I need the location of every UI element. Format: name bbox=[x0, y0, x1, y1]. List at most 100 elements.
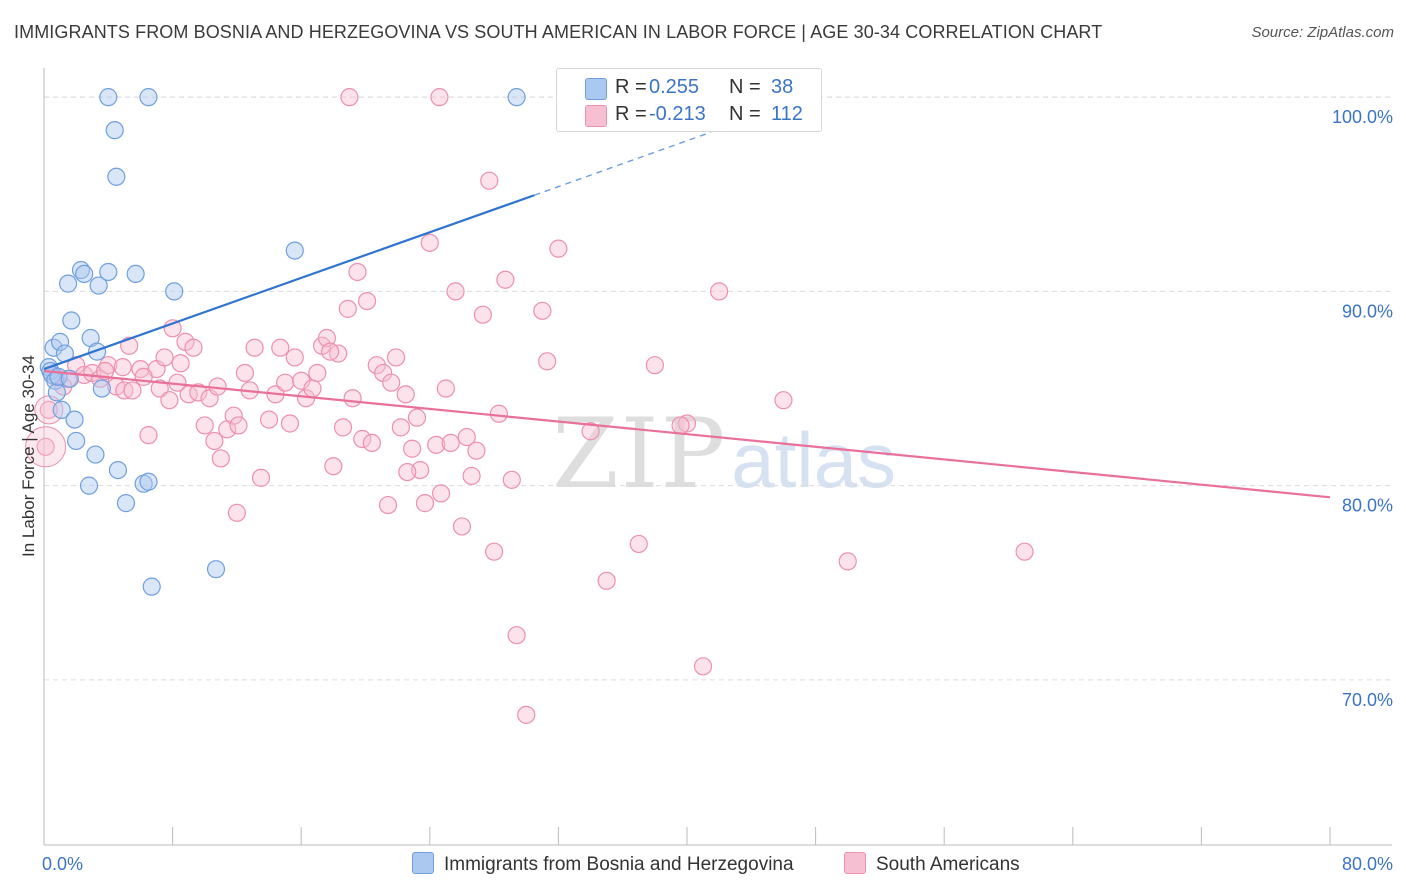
bosnia-point bbox=[165, 282, 184, 301]
bosnia-point bbox=[142, 577, 161, 596]
south-american-point bbox=[245, 338, 264, 357]
bosnia-point bbox=[87, 342, 107, 361]
south-american-point bbox=[427, 435, 446, 454]
south-american-point bbox=[597, 571, 616, 590]
south-american-point bbox=[308, 363, 327, 383]
bosnia-point bbox=[206, 560, 226, 579]
south-american-point bbox=[39, 400, 58, 419]
bosnia-point bbox=[65, 410, 84, 429]
bosnia-point bbox=[89, 276, 108, 295]
south-american-point bbox=[441, 433, 460, 453]
bosnia-point bbox=[52, 400, 71, 419]
south-american-point bbox=[485, 542, 504, 561]
legend-n-value: 112 bbox=[771, 103, 803, 125]
south-american-point bbox=[533, 301, 552, 320]
south-american-point bbox=[343, 389, 362, 408]
x-tick-label: 80.0% bbox=[1342, 854, 1393, 874]
south-american-point bbox=[386, 348, 406, 367]
south-american-point bbox=[303, 379, 322, 398]
legend-r-label: R = bbox=[615, 103, 647, 125]
bosnia-point bbox=[126, 264, 145, 284]
south-american-point bbox=[205, 431, 224, 451]
south-american-point bbox=[171, 354, 190, 373]
south-american-point bbox=[507, 626, 526, 645]
south-american-point bbox=[693, 657, 713, 676]
south-american-point bbox=[489, 404, 509, 423]
bosnia-point bbox=[116, 494, 136, 513]
south-american-point bbox=[321, 342, 340, 361]
bottom-legend-label-south-americans: South Americans bbox=[876, 854, 1020, 875]
south-american-point bbox=[396, 385, 415, 404]
south-american-point bbox=[496, 270, 515, 289]
south-american-point bbox=[467, 441, 486, 460]
source-credit: Source: ZipAtlas.com bbox=[1251, 24, 1394, 41]
south-american-point bbox=[134, 367, 153, 386]
bosnia-point bbox=[79, 476, 99, 495]
south-american-point bbox=[324, 457, 343, 476]
south-american-point bbox=[436, 379, 455, 398]
legend-row-south-americans: R = -0.213 N = 112 bbox=[557, 101, 821, 127]
bosnia-trend-line bbox=[43, 194, 535, 371]
bosnia-trend-extension bbox=[534, 131, 712, 196]
south-american-point bbox=[139, 426, 158, 445]
south-american-point bbox=[710, 282, 729, 301]
south-american-point bbox=[581, 422, 600, 441]
bottom-legend-bosnia: Immigrants from Bosnia and Herzegovina bbox=[412, 852, 794, 878]
south-american-point bbox=[224, 406, 243, 425]
south-american-point bbox=[353, 429, 372, 449]
bosnia-point bbox=[99, 88, 118, 107]
south-american-point bbox=[420, 233, 439, 252]
south-american-point bbox=[473, 305, 492, 324]
south-american-point bbox=[259, 410, 279, 429]
south-american-point bbox=[160, 391, 179, 410]
x-tick-label: 0.0% bbox=[42, 854, 83, 874]
correlation-legend: R = 0.255 N = 38 R = -0.213 N = 112 bbox=[556, 68, 822, 132]
y-tick-label: 70.0% bbox=[1342, 690, 1393, 710]
south-american-point bbox=[348, 262, 367, 282]
bottom-legend-swatch-pink bbox=[844, 852, 866, 874]
y-tick-label: 90.0% bbox=[1342, 301, 1393, 321]
bosnia-point bbox=[507, 88, 526, 107]
south-american-point bbox=[95, 361, 115, 381]
bosnia-point bbox=[59, 274, 78, 293]
south-american-point bbox=[358, 292, 377, 311]
south-american-point bbox=[378, 495, 398, 515]
south-american-point bbox=[333, 418, 353, 437]
bosnia-point bbox=[105, 121, 124, 140]
south-american-point bbox=[227, 503, 246, 522]
south-american-point bbox=[362, 433, 382, 453]
bosnia-point bbox=[50, 332, 70, 351]
south-american-point bbox=[538, 352, 557, 371]
south-american-point bbox=[629, 534, 648, 554]
south-american-point bbox=[671, 416, 690, 435]
south-american-point bbox=[480, 171, 499, 190]
legend-n-value: 38 bbox=[771, 76, 794, 98]
legend-n-label: N = bbox=[729, 103, 761, 125]
south-american-point bbox=[235, 363, 255, 383]
south-american-point bbox=[1015, 542, 1034, 561]
south-american-point bbox=[645, 356, 664, 375]
bosnia-point bbox=[92, 379, 111, 398]
bosnia-point bbox=[139, 88, 158, 107]
south-american-point bbox=[407, 408, 427, 427]
south-american-point bbox=[398, 462, 417, 482]
bosnia-points bbox=[39, 88, 526, 596]
trend-lines bbox=[43, 131, 1331, 499]
south-american-point bbox=[415, 494, 435, 513]
bosnia-point bbox=[139, 472, 158, 491]
bosnia-point bbox=[285, 241, 304, 260]
south-american-point bbox=[276, 373, 295, 392]
south-american-point bbox=[430, 88, 449, 107]
south-american-point bbox=[403, 439, 422, 458]
bottom-legend-south-americans: South Americans bbox=[844, 852, 1020, 878]
south-american-point bbox=[446, 282, 465, 301]
legend-r-value: -0.213 bbox=[649, 103, 706, 125]
south-american-point bbox=[99, 356, 118, 375]
south-american-point bbox=[462, 466, 481, 486]
legend-swatch-blue bbox=[585, 78, 607, 100]
south-american-point bbox=[774, 391, 793, 410]
south-american-point bbox=[391, 418, 410, 437]
y-tick-label: 80.0% bbox=[1342, 496, 1393, 516]
south-american-point bbox=[838, 552, 857, 571]
